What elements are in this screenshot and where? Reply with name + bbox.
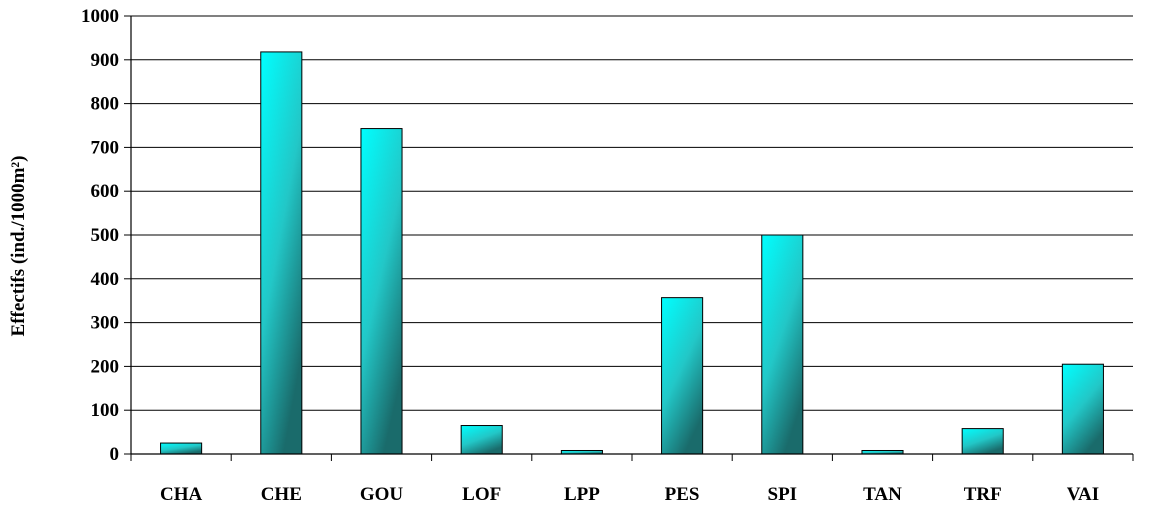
bar-trf — [961, 428, 1004, 455]
y-axis-title: Effectifs (ind./1000m²) — [8, 156, 29, 337]
x-tick-label-lpp: LPP — [564, 484, 600, 505]
bar-pes — [661, 297, 704, 455]
y-tick-label: 800 — [91, 94, 120, 115]
y-tick-label: 600 — [91, 181, 120, 202]
bar-che — [260, 51, 303, 455]
x-tick-label-tan: TAN — [863, 484, 902, 505]
y-tick-label: 900 — [91, 50, 120, 71]
x-tick-label-pes: PES — [665, 484, 700, 505]
bar-gou — [360, 128, 403, 455]
bar-lof — [460, 425, 503, 455]
x-tick-label-vai: VAI — [1067, 484, 1099, 505]
x-tick-label-trf: TRF — [964, 484, 1002, 505]
bars — [160, 51, 1104, 455]
x-tick-label-spi: SPI — [768, 484, 798, 505]
bar-vai — [1061, 363, 1104, 455]
y-tick-label: 300 — [91, 313, 120, 334]
x-tick-label-che: CHE — [261, 484, 302, 505]
tick-labels: 0 100 200 300 400 500 600 700 800 900 1000 CHA CHE GO… — [81, 6, 1099, 505]
x-tick-label-cha: CHA — [160, 484, 203, 505]
y-tick-label: 500 — [91, 225, 120, 246]
y-tick-label: 100 — [91, 400, 120, 421]
y-tick-label: 0 — [110, 444, 120, 465]
axes — [124, 15, 1134, 461]
x-tick-label-lof: LOF — [462, 484, 501, 505]
bar-cha — [160, 442, 203, 455]
bar-spi — [761, 234, 804, 455]
y-tick-label: 200 — [91, 356, 120, 377]
x-tick-label-gou: GOU — [360, 484, 404, 505]
y-tick-label: 400 — [91, 269, 120, 290]
y-tick-label: 700 — [91, 137, 120, 158]
y-tick-label: 1000 — [81, 6, 119, 27]
